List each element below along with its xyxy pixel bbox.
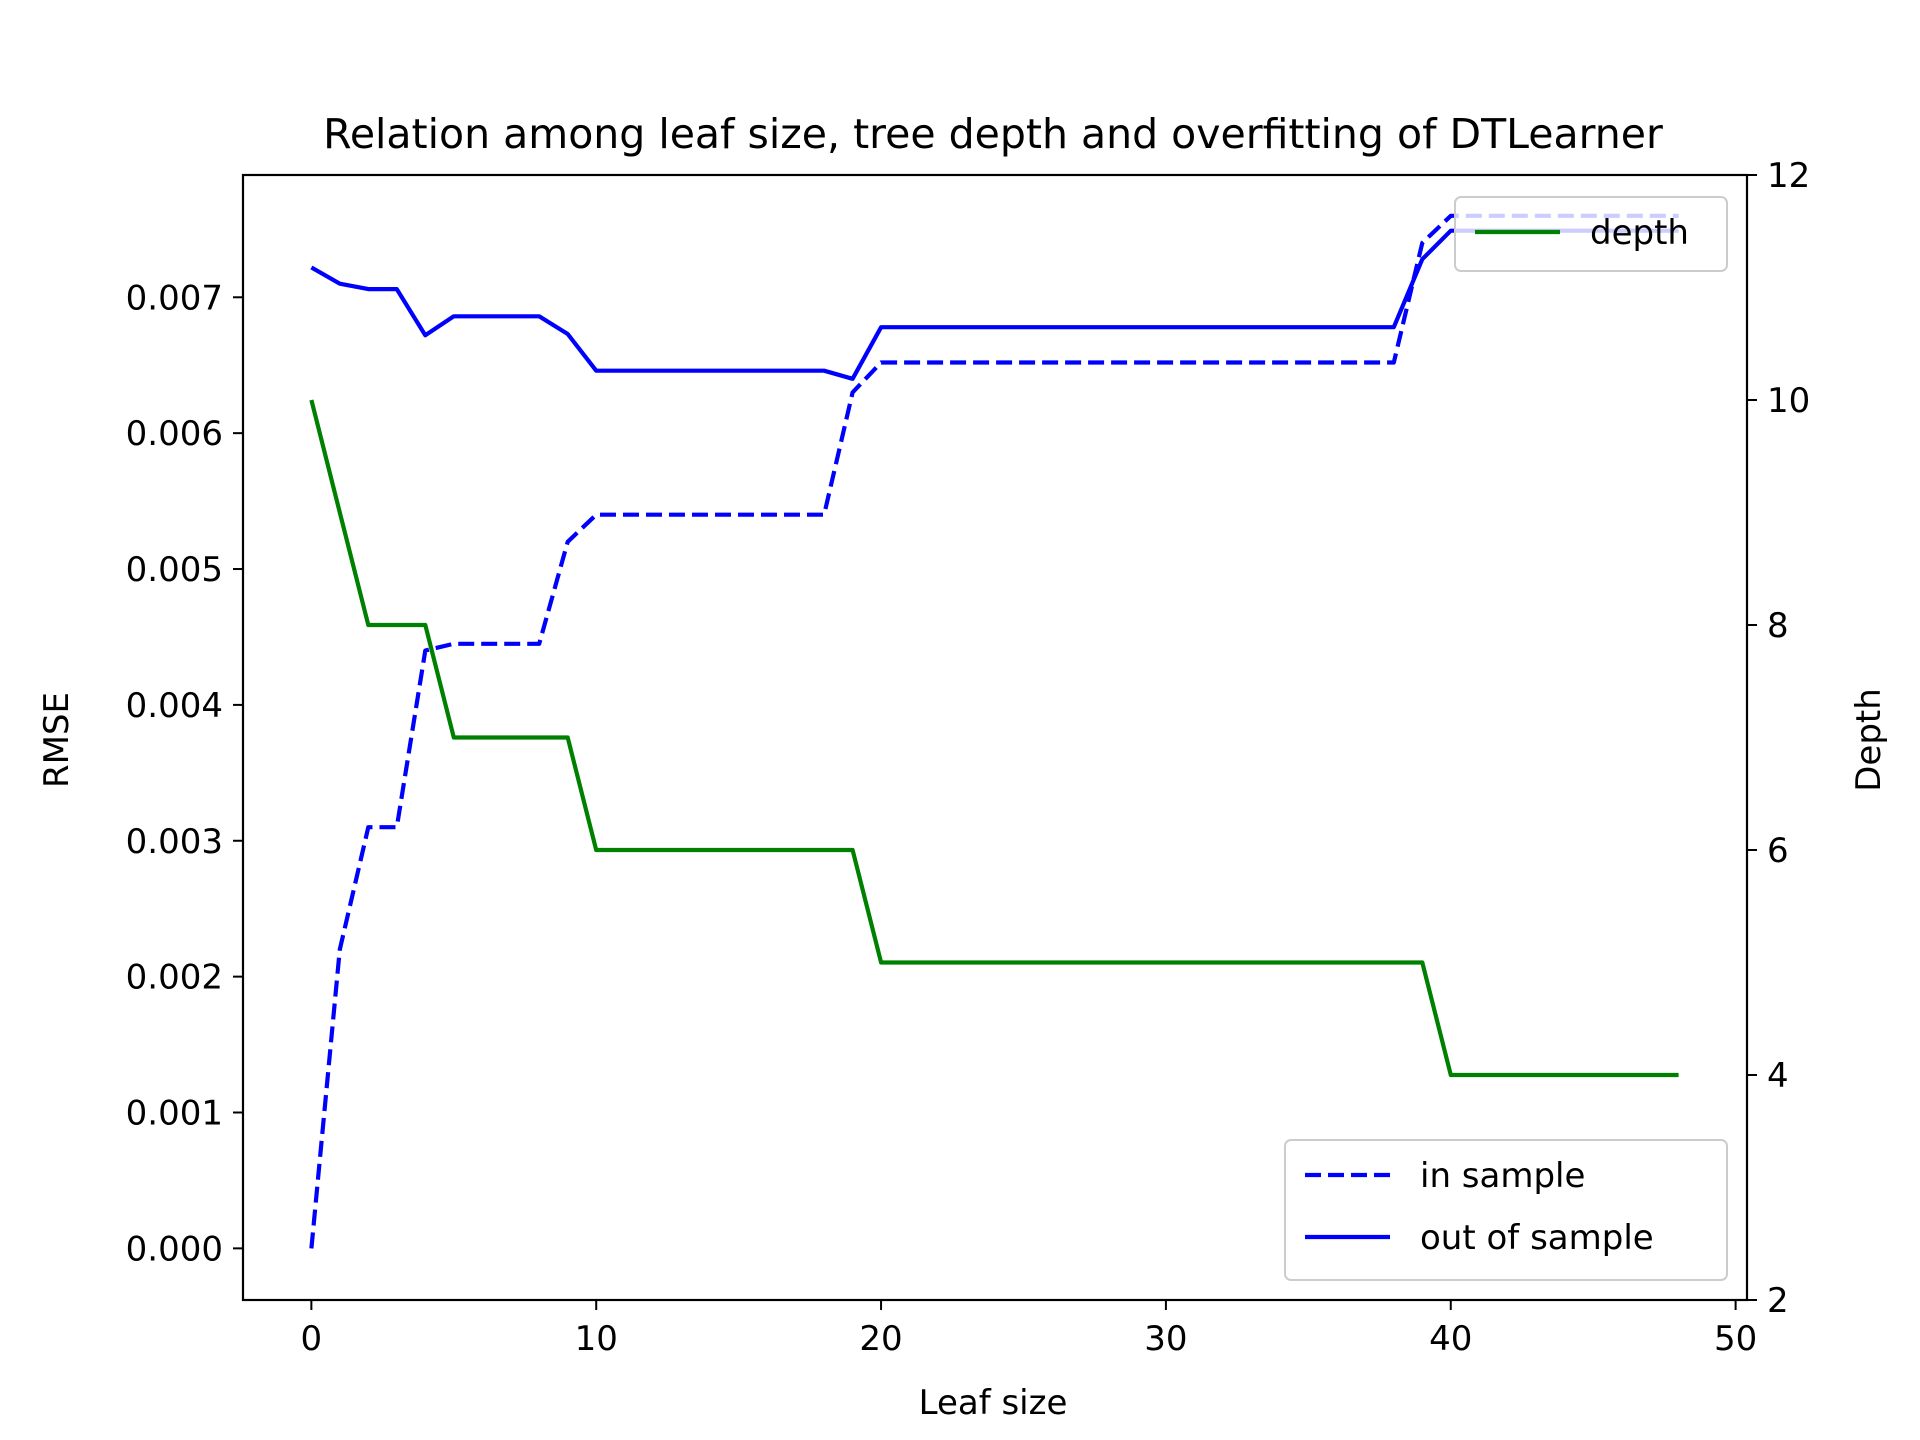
x-tick-label: 0 <box>301 1319 323 1359</box>
x-tick-label: 10 <box>575 1319 618 1359</box>
legend-label: depth <box>1590 213 1689 253</box>
legend-label: in sample <box>1420 1156 1585 1196</box>
y-tick-label: 0.007 <box>126 278 223 318</box>
y-tick-label: 0.003 <box>126 822 223 862</box>
legend-box <box>1284 1139 1728 1281</box>
y2-tick-label: 2 <box>1767 1281 1789 1321</box>
y2-tick-label: 10 <box>1767 381 1810 421</box>
chart-title: Relation among leaf size, tree depth and… <box>323 110 1663 158</box>
y-tick-label: 0.001 <box>126 1094 223 1134</box>
x-tick-label: 50 <box>1714 1319 1757 1359</box>
y2-tick-label: 4 <box>1767 1056 1789 1096</box>
plot-lines <box>309 213 1679 1249</box>
y-tick-label: 0.000 <box>126 1229 223 1269</box>
series-line-out-of-sample <box>310 228 1679 381</box>
y-axis-label: RMSE <box>37 692 77 788</box>
x-tick-label: 30 <box>1144 1319 1187 1359</box>
y2-tick-label: 6 <box>1767 831 1789 871</box>
x-tick-label: 20 <box>859 1319 902 1359</box>
y-tick-label: 0.002 <box>126 958 223 998</box>
y-tick-label: 0.005 <box>126 550 223 590</box>
legend-depth: depth <box>1454 196 1728 272</box>
x-tick-label: 40 <box>1429 1319 1472 1359</box>
axes: 0 10 20 30 40 50 0.000 0.001 0.002 0.003 0.004 0.00… <box>126 156 1811 1359</box>
y-tick-label: 0.006 <box>126 414 223 454</box>
y-tick-label: 0.004 <box>126 686 223 726</box>
y2-tick-label: 8 <box>1767 606 1789 646</box>
series-line-depth <box>309 399 1679 1078</box>
legend-rmse: in sample out of sample <box>1284 1139 1728 1281</box>
series-line-in-sample <box>309 213 1679 1249</box>
plot-frame <box>241 173 1749 1302</box>
legend-box <box>1454 196 1728 272</box>
x-axis-label: Leaf size <box>919 1383 1068 1423</box>
y2-axis-label: Depth <box>1849 688 1889 792</box>
y2-tick-label: 12 <box>1767 156 1810 196</box>
legend-label: out of sample <box>1420 1218 1654 1258</box>
